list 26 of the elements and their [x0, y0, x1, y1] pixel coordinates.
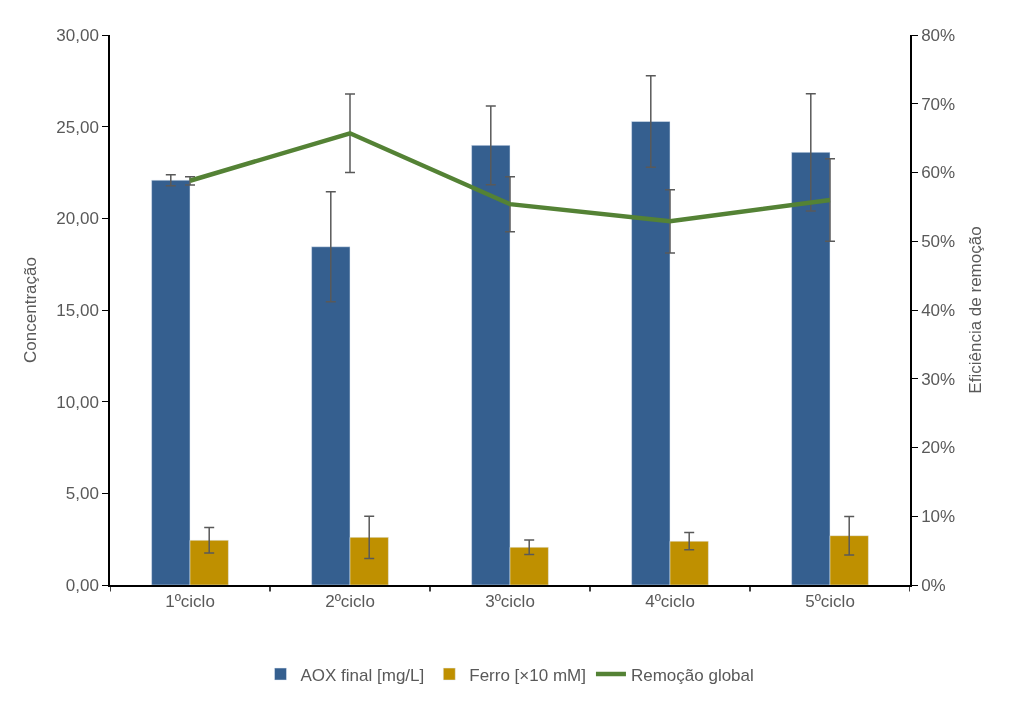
- x-tick-label: 4ºciclo: [645, 592, 695, 612]
- y2-tick-label: 50%: [921, 232, 956, 252]
- y-tick-label: 0,00: [65, 575, 99, 595]
- y-tick-label: 5,00: [65, 484, 99, 504]
- y2-tick-label: 20%: [921, 438, 956, 458]
- y2-tick-label: 70%: [921, 94, 956, 114]
- x-tick-label: 1ºciclo: [165, 592, 215, 612]
- x-tick-label: 3ºciclo: [485, 592, 535, 612]
- legend-label: Remoção global: [630, 665, 754, 685]
- legend-label: AOX final [mg/L]: [300, 665, 425, 685]
- y2-tick-label: 0%: [921, 575, 946, 595]
- y-axis-title: Concentração: [21, 257, 41, 363]
- x-tick-label: 2ºciclo: [325, 592, 375, 612]
- y-tick-label: 20,00: [56, 209, 99, 229]
- y2-tick-label: 40%: [921, 300, 956, 320]
- y2-tick-label: 30%: [921, 369, 956, 389]
- y2-tick-label: 60%: [921, 163, 956, 183]
- y2-tick-label: 10%: [921, 507, 956, 527]
- y2-tick-label: 80%: [921, 25, 956, 45]
- y-tick-label: 15,00: [56, 300, 99, 320]
- y-tick-label: 25,00: [56, 117, 99, 137]
- y-tick-label: 10,00: [56, 392, 99, 412]
- legend-label: Ferro [×10 mM]: [469, 665, 586, 685]
- x-tick-label: 5ºciclo: [805, 592, 855, 612]
- y-tick-label: 30,00: [56, 25, 99, 45]
- y2-axis-title: Eficiência de remoção: [966, 226, 986, 394]
